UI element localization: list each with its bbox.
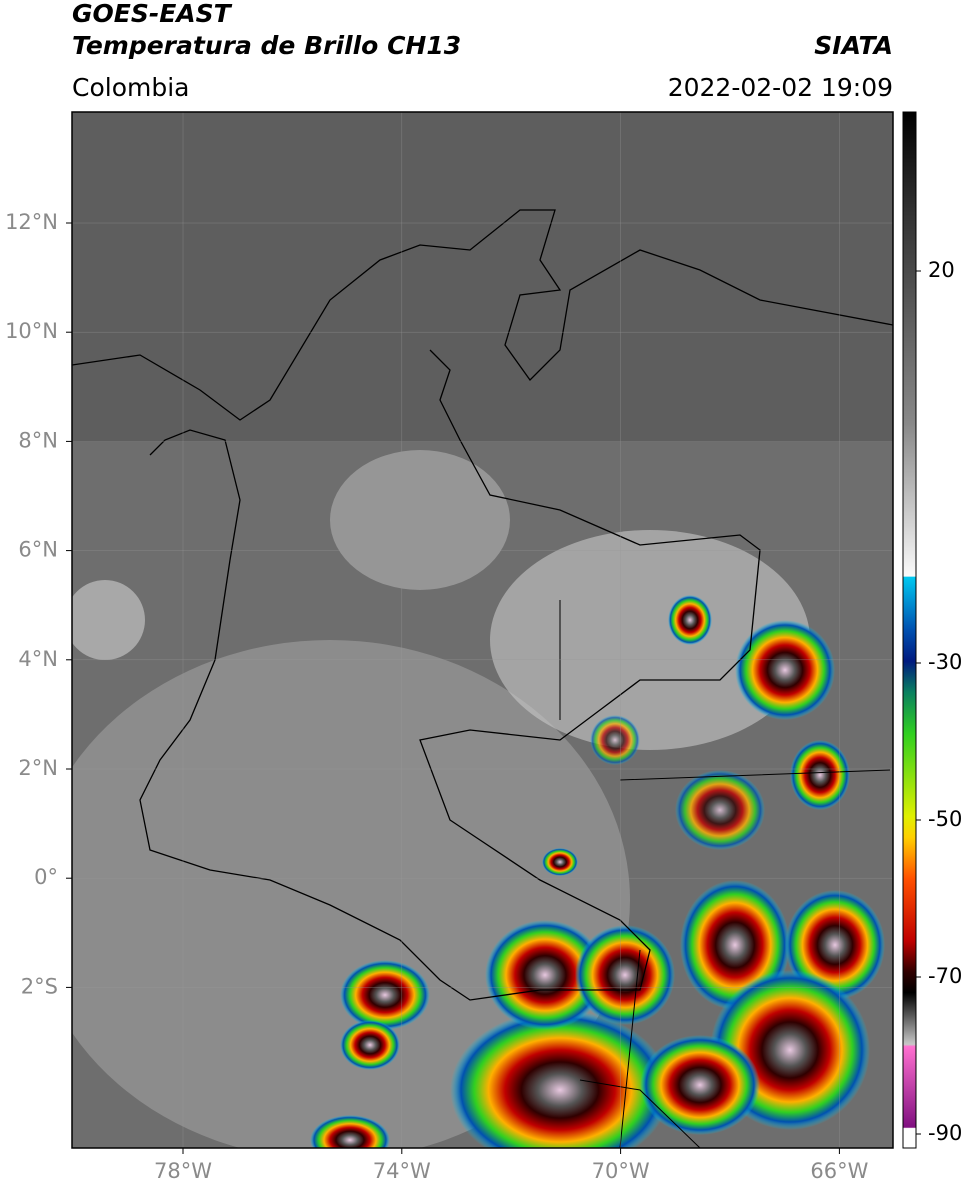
lat-label: 2°N <box>18 756 58 780</box>
storm-cell <box>590 715 640 765</box>
colorbar <box>902 111 917 1149</box>
storm-cell <box>542 848 578 876</box>
lat-label: 12°N <box>5 210 58 234</box>
lat-label: 0° <box>34 865 58 889</box>
map-image <box>72 112 893 1148</box>
storm-cell <box>310 1115 390 1148</box>
storm-cell <box>640 1035 760 1135</box>
cloud-area <box>72 580 145 660</box>
colorbar-label: -70 <box>928 964 962 988</box>
colorbar-label: -90 <box>928 1121 962 1145</box>
storm-cell <box>450 1010 670 1148</box>
lon-label: 70°W <box>592 1159 650 1183</box>
storm-cell <box>735 620 835 720</box>
lon-label: 74°W <box>373 1159 431 1183</box>
lon-label: 66°W <box>810 1159 868 1183</box>
border <box>139 349 761 1001</box>
product-name: Temperatura de Brillo CH13 <box>72 31 461 60</box>
graticule <box>66 112 893 1154</box>
lat-label: 2°S <box>21 974 58 998</box>
storm-cell <box>790 740 850 810</box>
colorbar-label: -50 <box>928 807 962 831</box>
cloud-area <box>72 640 630 1148</box>
lat-label: 6°N <box>18 538 58 562</box>
cloud-area <box>490 530 810 750</box>
storm-cell <box>575 925 675 1025</box>
lat-label: 4°N <box>18 647 58 671</box>
storm-cell <box>485 920 605 1030</box>
timestamp: 2022-02-02 19:09 <box>668 73 893 102</box>
map-frame <box>71 111 894 1149</box>
colorbar-label: 20 <box>928 258 955 282</box>
lat-label: 10°N <box>5 319 58 343</box>
source-name: SIATA <box>814 31 893 60</box>
coastline <box>72 209 893 421</box>
storm-cell <box>668 595 712 645</box>
storm-cell <box>675 770 765 850</box>
colorbar-label: -30 <box>928 650 962 674</box>
storm-cell <box>340 1020 400 1070</box>
lat-label: 8°N <box>18 428 58 452</box>
storm-cell <box>785 890 885 1000</box>
storm-cell <box>340 960 430 1030</box>
satellite-name: GOES-EAST <box>72 0 233 28</box>
lon-label: 78°W <box>154 1159 212 1183</box>
region-name: Colombia <box>72 73 189 102</box>
cloud-area <box>330 450 510 590</box>
sea-area <box>72 112 893 442</box>
